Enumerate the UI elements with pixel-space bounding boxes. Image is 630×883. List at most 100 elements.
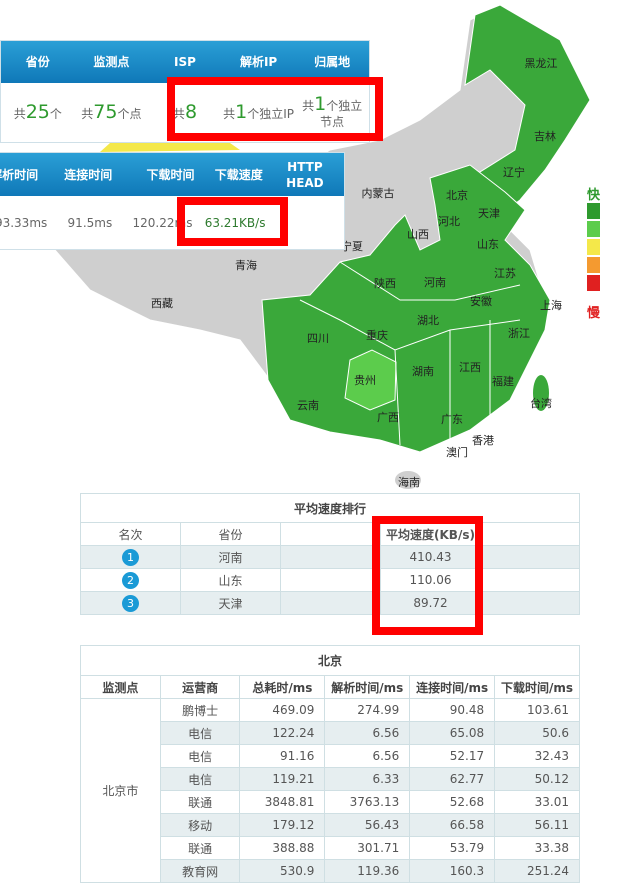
blank-cell <box>280 545 381 569</box>
province-label[interactable]: 辽宁 <box>503 166 525 179</box>
legend-swatch <box>587 275 600 291</box>
value-cell: 90.48 <box>409 698 496 722</box>
beijing-header: 总耗时/ms <box>239 675 326 699</box>
province-label[interactable]: 福建 <box>492 375 514 388</box>
province-label[interactable]: 内蒙古 <box>361 187 395 200</box>
value-cell: 50.6 <box>494 721 580 745</box>
value-cell: 274.99 <box>324 698 411 722</box>
ip-count: 共1个独立IP <box>223 101 295 123</box>
province-label[interactable]: 陕西 <box>374 277 396 290</box>
legend-swatch <box>587 203 600 219</box>
highlight-box-ip <box>167 77 383 141</box>
blank-cell <box>480 545 580 569</box>
isp-cell: 联通 <box>159 836 241 860</box>
value-cell: 3848.81 <box>239 790 326 814</box>
highlight-box-speed <box>177 197 288 246</box>
blank-cell <box>280 568 381 592</box>
map-region-northeast <box>464 4 591 216</box>
beijing-title: 北京 <box>80 645 580 676</box>
province-label[interactable]: 湖南 <box>412 365 434 378</box>
legend-scale <box>587 203 600 293</box>
isp-cell: 移动 <box>159 813 241 837</box>
province-label[interactable]: 贵州 <box>354 374 376 387</box>
province-label[interactable]: 山东 <box>477 238 499 251</box>
value-cell: 91.16 <box>239 744 326 768</box>
value-cell: 6.56 <box>324 721 411 745</box>
province-label[interactable]: 宁夏 <box>341 240 363 253</box>
beijing-row: 移动 179.12 56.43 66.58 56.11 <box>81 813 580 837</box>
ranking-header-blank <box>280 522 381 546</box>
province-label[interactable]: 西藏 <box>151 297 173 310</box>
province-label[interactable]: 澳门 <box>446 446 468 459</box>
ranking-header-rank: 名次 <box>80 522 181 546</box>
beijing-header: 运营商 <box>159 675 241 699</box>
rank-cell: 1 <box>80 545 181 569</box>
speed-cell: 89.72 <box>380 591 481 615</box>
isp-cell: 教育网 <box>159 859 241 883</box>
dns-time: 393.33ms <box>0 216 48 230</box>
value-cell: 50.12 <box>494 767 580 791</box>
province-label[interactable]: 广东 <box>441 413 463 426</box>
province-label[interactable]: 河南 <box>424 276 446 289</box>
isp-cell: 电信 <box>159 721 241 745</box>
province-label[interactable]: 重庆 <box>366 329 388 342</box>
value-cell: 530.9 <box>239 859 326 883</box>
province-label[interactable]: 北京 <box>446 189 468 202</box>
beijing-header: 解析时间/ms <box>324 675 411 699</box>
value-cell: 119.36 <box>324 859 411 883</box>
province-label[interactable]: 四川 <box>307 332 329 345</box>
header-monitor-point: 监测点 <box>93 55 130 69</box>
rank-badge: 3 <box>122 594 139 612</box>
province-label[interactable]: 香港 <box>472 434 494 447</box>
ranking-header-blank2 <box>480 522 580 546</box>
map-region-xinjiang-edge <box>100 143 240 152</box>
province-label[interactable]: 河北 <box>438 215 460 228</box>
value-cell: 251.24 <box>494 859 580 883</box>
header-location: 归属地 <box>314 55 351 69</box>
province-label[interactable]: 浙江 <box>508 327 530 340</box>
rank-cell: 3 <box>80 591 181 615</box>
header-connect-time: 连接时间 <box>64 167 113 182</box>
province-label[interactable]: 安徽 <box>470 295 492 308</box>
province-label[interactable]: 云南 <box>297 399 319 412</box>
summary-table: 省份 监测点 ISP 解析IP 归属地 共25个 共75个点 共8 共1个独立I… <box>0 40 370 143</box>
province-label[interactable]: 黑龙江 <box>524 57 558 70</box>
isp-cell: 鹏博士 <box>159 698 241 722</box>
province-label[interactable]: 上海 <box>540 299 562 312</box>
download-speed: 63.21KB/s <box>204 216 266 230</box>
province-label[interactable]: 台湾 <box>530 397 552 410</box>
province-label[interactable]: 青海 <box>235 259 257 272</box>
monitor-point-cell: 北京市 <box>80 698 161 883</box>
header-isp: ISP <box>174 55 196 69</box>
beijing-row: 联通 3848.81 3763.13 52.68 33.01 <box>81 790 580 814</box>
legend-swatch <box>587 239 600 255</box>
isp-cell: 电信 <box>159 744 241 768</box>
value-cell: 469.09 <box>239 698 326 722</box>
province-label[interactable]: 山西 <box>407 228 429 241</box>
value-cell: 33.01 <box>494 790 580 814</box>
beijing-row: 联通 388.88 301.71 53.79 33.38 <box>81 836 580 860</box>
legend-fast-label: 快 <box>587 188 601 203</box>
location-count: 共1个独立 节点 <box>302 93 363 130</box>
province-label[interactable]: 海南 <box>398 476 420 489</box>
province-count: 共25个 <box>13 101 62 123</box>
value-cell: 32.43 <box>494 744 580 768</box>
province-label[interactable]: 广西 <box>377 411 399 424</box>
province-label[interactable]: 湖北 <box>417 314 439 327</box>
province-cell: 山东 <box>180 568 281 592</box>
value-cell: 119.21 <box>239 767 326 791</box>
province-label[interactable]: 江苏 <box>494 267 516 280</box>
value-cell: 6.56 <box>324 744 411 768</box>
province-label[interactable]: 江西 <box>459 361 481 374</box>
map-region-hainan <box>395 471 421 489</box>
value-cell: 62.77 <box>409 767 496 791</box>
province-label[interactable]: 天津 <box>478 207 500 220</box>
value-cell: 6.33 <box>324 767 411 791</box>
header-resolved-ip: 解析IP <box>239 55 278 69</box>
ranking-row: 3 天津 89.72 <box>80 591 580 615</box>
province-label[interactable]: 吉林 <box>534 130 556 143</box>
speed-ranking-table: 平均速度排行 名次 省份 平均速度(KB/s) 1 河南 410.43 2 山东 110.… <box>80 493 580 615</box>
rank-badge: 2 <box>122 571 139 589</box>
timing-table: 解析时间 连接时间 下载时间 下载速度 HTTP HEAD 393.33ms 9… <box>0 152 345 250</box>
value-cell: 56.11 <box>494 813 580 837</box>
